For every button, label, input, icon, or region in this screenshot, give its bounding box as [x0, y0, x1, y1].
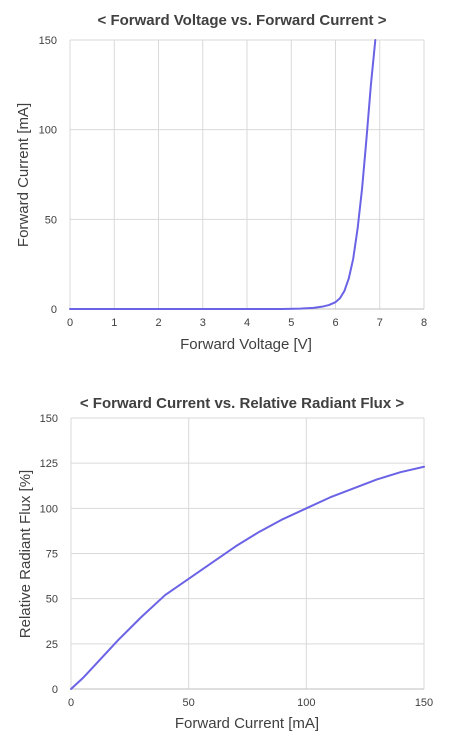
x-tick-label: 6 [332, 317, 338, 329]
y-tick-label: 100 [39, 125, 57, 137]
y-axis-label: Forward Current [mA] [15, 103, 32, 247]
x-tick-label: 100 [297, 697, 315, 709]
y-tick-label: 0 [51, 304, 57, 316]
y-tick-label: 100 [40, 503, 58, 515]
y-tick-label: 50 [45, 214, 57, 226]
chart-title: < Forward Voltage vs. Forward Current > [98, 12, 387, 29]
x-tick-label: 4 [244, 317, 250, 329]
y-tick-label: 150 [39, 35, 57, 47]
y-tick-label: 50 [46, 594, 58, 606]
x-tick-label: 1 [111, 317, 117, 329]
x-tick-label: 50 [183, 697, 195, 709]
x-tick-label: 3 [200, 317, 206, 329]
y-tick-label: 0 [52, 684, 58, 696]
x-tick-label: 0 [67, 317, 73, 329]
chart-svg-2: < Forward Current vs. Relative Radiant F… [17, 395, 434, 732]
y-tick-label: 75 [46, 549, 58, 561]
x-axis-label: Forward Voltage [V] [180, 336, 312, 353]
y-axis-label: Relative Radiant Flux [%] [17, 470, 34, 638]
tick-labels: 0 25 50 75 100 125 150 0 50 100 150 [40, 413, 434, 709]
iv-curve [69, 39, 377, 310]
x-tick-label: 7 [377, 317, 383, 329]
x-tick-label: 8 [421, 317, 427, 329]
forward-current-radiant-flux-chart: < Forward Current vs. Relative Radiant F… [0, 369, 460, 738]
x-tick-label: 150 [415, 697, 433, 709]
chart-title: < Forward Current vs. Relative Radiant F… [80, 395, 404, 412]
x-axis-label: Forward Current [mA] [175, 715, 319, 732]
x-tick-label: 2 [155, 317, 161, 329]
y-tick-label: 125 [40, 458, 58, 470]
y-tick-label: 25 [46, 639, 58, 651]
chart-svg-1: < Forward Voltage vs. Forward Current > … [15, 12, 427, 353]
x-tick-label: 0 [68, 697, 74, 709]
tick-labels: 0 50 100 150 0 1 2 3 4 5 6 7 8 [39, 35, 427, 329]
forward-voltage-current-chart: < Forward Voltage vs. Forward Current > … [15, 12, 427, 353]
gridlines [70, 417, 425, 690]
flux-curve [70, 465, 425, 690]
y-tick-label: 150 [40, 413, 58, 425]
x-tick-label: 5 [288, 317, 294, 329]
